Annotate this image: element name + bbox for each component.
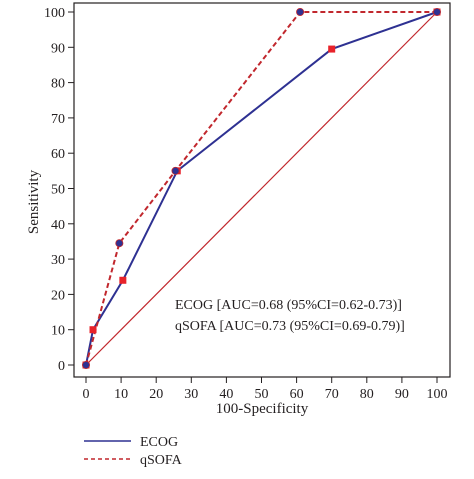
x-tick-label: 50 [255,387,269,402]
x-tick-label: 0 [83,387,90,402]
y-tick-label: 20 [51,288,65,303]
annotation-qsofa-auc: qSOFA [AUC=0.73 (95%CI=0.69-0.79)] [175,319,405,334]
y-tick-label: 30 [51,253,65,268]
y-tick-label: 40 [51,218,65,233]
x-tick-label: 100 [427,387,448,402]
x-tick-label: 10 [114,387,128,402]
y-tick-label: 70 [51,112,65,127]
x-tick-label: 30 [184,387,198,402]
reference-diagonal-line [85,11,438,366]
point-ecog [89,326,97,334]
y-tick-label: 50 [51,183,65,198]
y-tick-label: 80 [51,77,65,92]
y-tick-label: 90 [51,41,65,56]
series-group [82,7,441,369]
y-tick-label: 0 [58,359,65,374]
axis-ticks: 0 10 20 30 40 50 60 70 80 90 100 0 10 20 30 40 50 60 70 80 9… [44,6,448,402]
y-tick-label: 60 [51,147,65,162]
y-tick-label: 100 [44,6,65,21]
x-tick-label: 90 [395,387,409,402]
legend-label-ecog: ECOG [140,435,178,450]
point-qsofa [296,7,305,16]
reference-line-group [85,11,438,366]
point-ecog [328,45,336,53]
x-tick-label: 60 [290,387,304,402]
point-qsofa [82,360,91,369]
series-line-ecog [85,11,438,366]
x-tick-label: 70 [325,387,339,402]
point-qsofa [432,7,441,16]
x-tick-label: 20 [149,387,163,402]
y-tick-label: 10 [51,324,65,339]
point-qsofa [171,166,180,175]
y-axis-title: Sensitivity [26,169,42,234]
annotation-ecog-auc: ECOG [AUC=0.68 (95%CI=0.62-0.73)] [175,298,402,313]
legend: ECOG qSOFA [84,435,183,468]
x-tick-label: 40 [219,387,233,402]
x-axis-title: 100-Specificity [216,401,309,417]
legend-label-qsofa: qSOFA [140,453,183,468]
point-qsofa [115,239,124,248]
x-tick-label: 80 [360,387,374,402]
point-ecog [119,276,127,284]
